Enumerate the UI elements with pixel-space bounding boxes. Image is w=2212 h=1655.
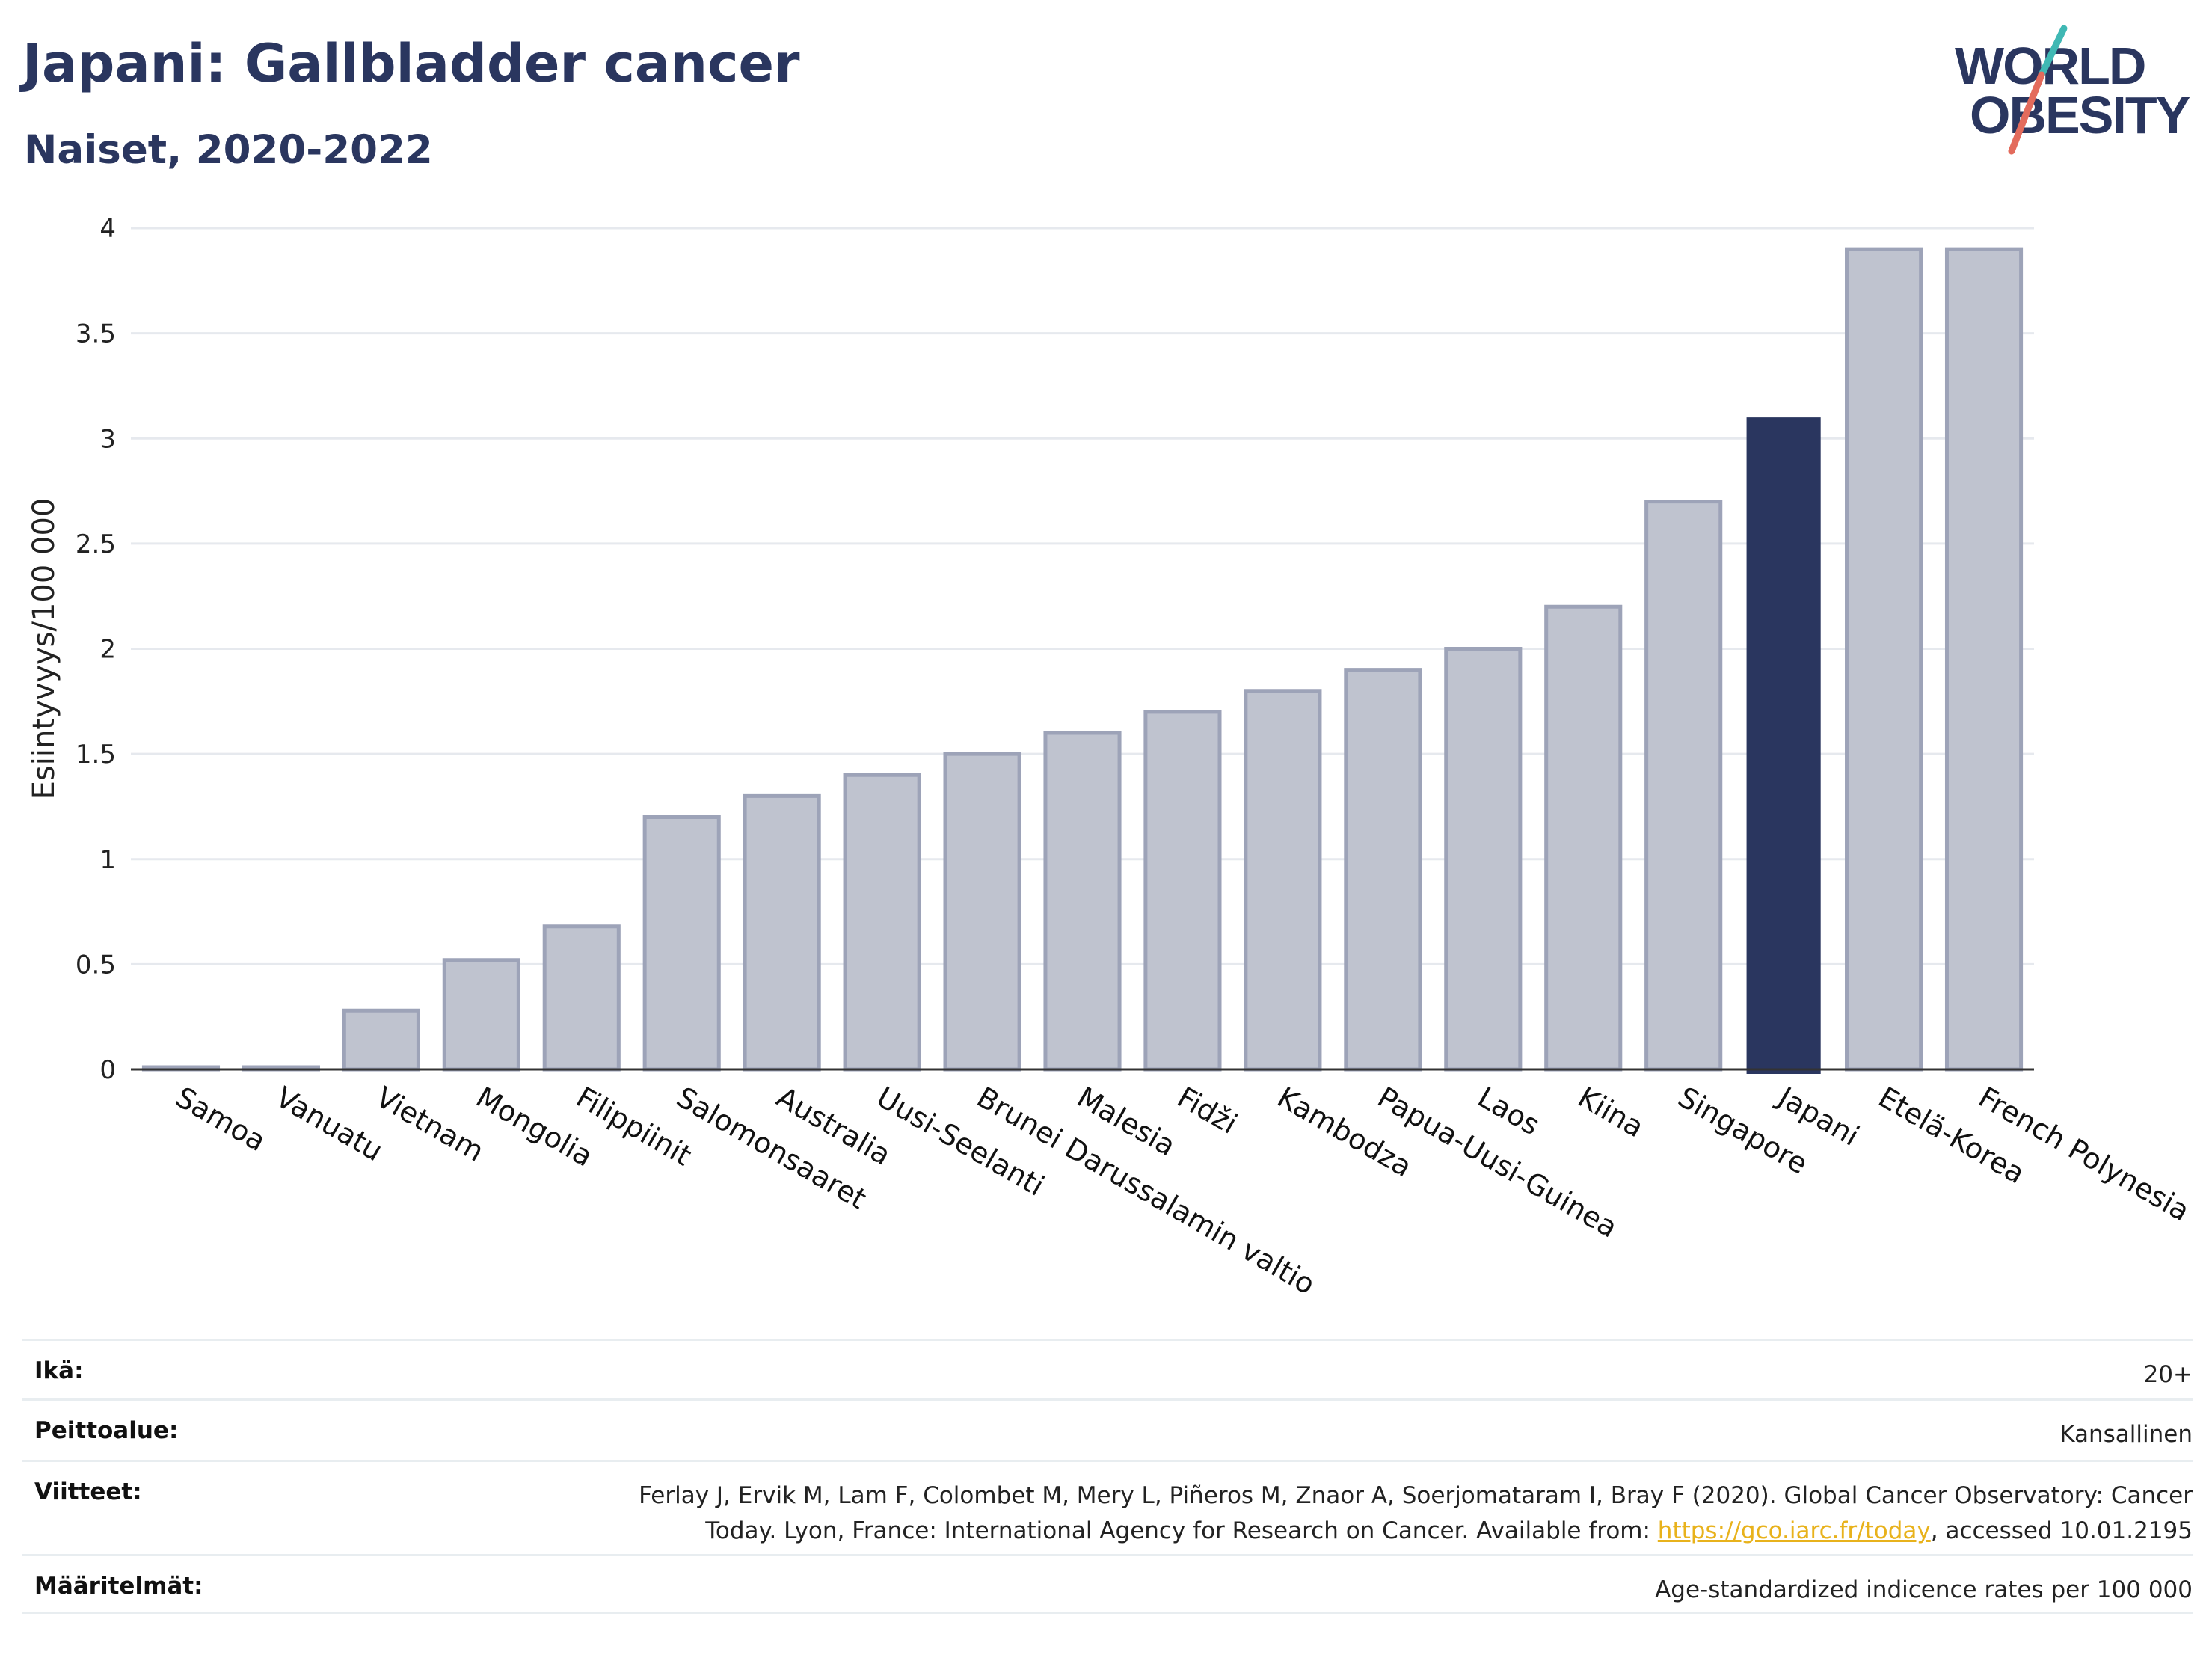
definitions-label: Määritelmät: (34, 1573, 203, 1600)
bar-kambodza (1244, 689, 1322, 1072)
metadata-table: Ikä: 20+ Peittoalue: Kansallinen Viittee… (22, 1339, 2193, 1614)
logo-slash-teal (2038, 25, 2068, 79)
y-tick-label: 1 (99, 845, 116, 875)
bar-mongolia (442, 958, 520, 1072)
x-tick-label: Samoa (170, 1081, 271, 1158)
x-tick-label: Kiina (1573, 1081, 1650, 1144)
references-line1: Ferlay J, Ervik M, Lam F, Colombet M, Me… (639, 1482, 2193, 1509)
bar-french-polynesia (1944, 247, 2024, 1072)
meta-row-references: Viitteet: Ferlay J, Ervik M, Lam F, Colo… (22, 1460, 2193, 1554)
y-tick-label: 0 (99, 1055, 116, 1085)
x-tick-label: Laos (1472, 1081, 1546, 1142)
age-value: 20+ (2143, 1361, 2193, 1388)
definitions-value: Age-standardized indicence rates per 100… (1655, 1576, 2193, 1603)
logo-line2: OBESITY (1970, 86, 2190, 144)
bar-etelä-korea (1845, 247, 1923, 1072)
age-label: Ikä: (34, 1357, 84, 1384)
x-tick-label: Vanuatu (270, 1081, 388, 1167)
meta-row-definitions: Määritelmät: Age-standardized indicence … (22, 1554, 2193, 1614)
bar-vietnam (342, 1008, 420, 1072)
bar-salomonsaaret (642, 815, 721, 1072)
x-tick-label: Uusi-Seelanti (871, 1081, 1050, 1203)
bar-australia (743, 793, 821, 1072)
bar-japani (1746, 417, 1821, 1074)
bar-singapore (1644, 500, 1723, 1072)
references-line2-pre: Today. Lyon, France: International Agenc… (705, 1517, 1658, 1544)
bar-brunei-darussalamin-valtio (943, 752, 1021, 1072)
references-label: Viitteet: (34, 1479, 142, 1505)
chart-title: Japani: Gallbladder cancer (22, 33, 800, 94)
y-axis-label: Esiintyvyys/100 000 (27, 498, 61, 800)
bar-kiina (1544, 604, 1623, 1072)
y-tick-label: 2.5 (76, 529, 116, 559)
y-tick-label: 3.5 (76, 319, 116, 349)
meta-row-age: Ikä: 20+ (22, 1339, 2193, 1398)
bar-malesia (1043, 731, 1122, 1072)
meta-row-coverage: Peittoalue: Kansallinen (22, 1398, 2193, 1460)
coverage-value: Kansallinen (2059, 1421, 2193, 1448)
references-value: Ferlay J, Ervik M, Lam F, Colombet M, Me… (639, 1479, 2193, 1549)
bar-fid-i (1143, 710, 1222, 1072)
bar-laos (1444, 647, 1523, 1072)
x-tick-label: Vietnam (370, 1081, 489, 1168)
bar-filippiinit (542, 924, 621, 1072)
x-tick-label: Fidži (1172, 1081, 1243, 1140)
references-line2-post: , accessed 10.01.2195 (1930, 1517, 2193, 1544)
y-tick-label: 0.5 (76, 950, 116, 980)
y-tick-label: 2 (99, 635, 116, 665)
bar-uusi-seelanti (843, 773, 921, 1072)
bar-papua-uusi-guinea (1344, 668, 1422, 1072)
coverage-label: Peittoalue: (34, 1417, 179, 1444)
y-tick-label: 1.5 (76, 740, 116, 770)
world-obesity-logo: WORLD OBESITY (1955, 25, 2192, 155)
y-tick-label: 4 (99, 214, 116, 244)
chart-subtitle: Naiset, 2020-2022 (24, 127, 433, 173)
logo-line1: WORLD (1955, 37, 2145, 95)
y-tick-label: 3 (99, 424, 116, 454)
logo-slash-coral (2008, 71, 2045, 155)
references-link[interactable]: https://gco.iarc.fr/today (1657, 1517, 1931, 1544)
bar-chart: 0 0.5 1 1.5 2 2.5 3 3.5 4 Esiintyvyys/100 000 Samo… (27, 214, 2195, 1301)
